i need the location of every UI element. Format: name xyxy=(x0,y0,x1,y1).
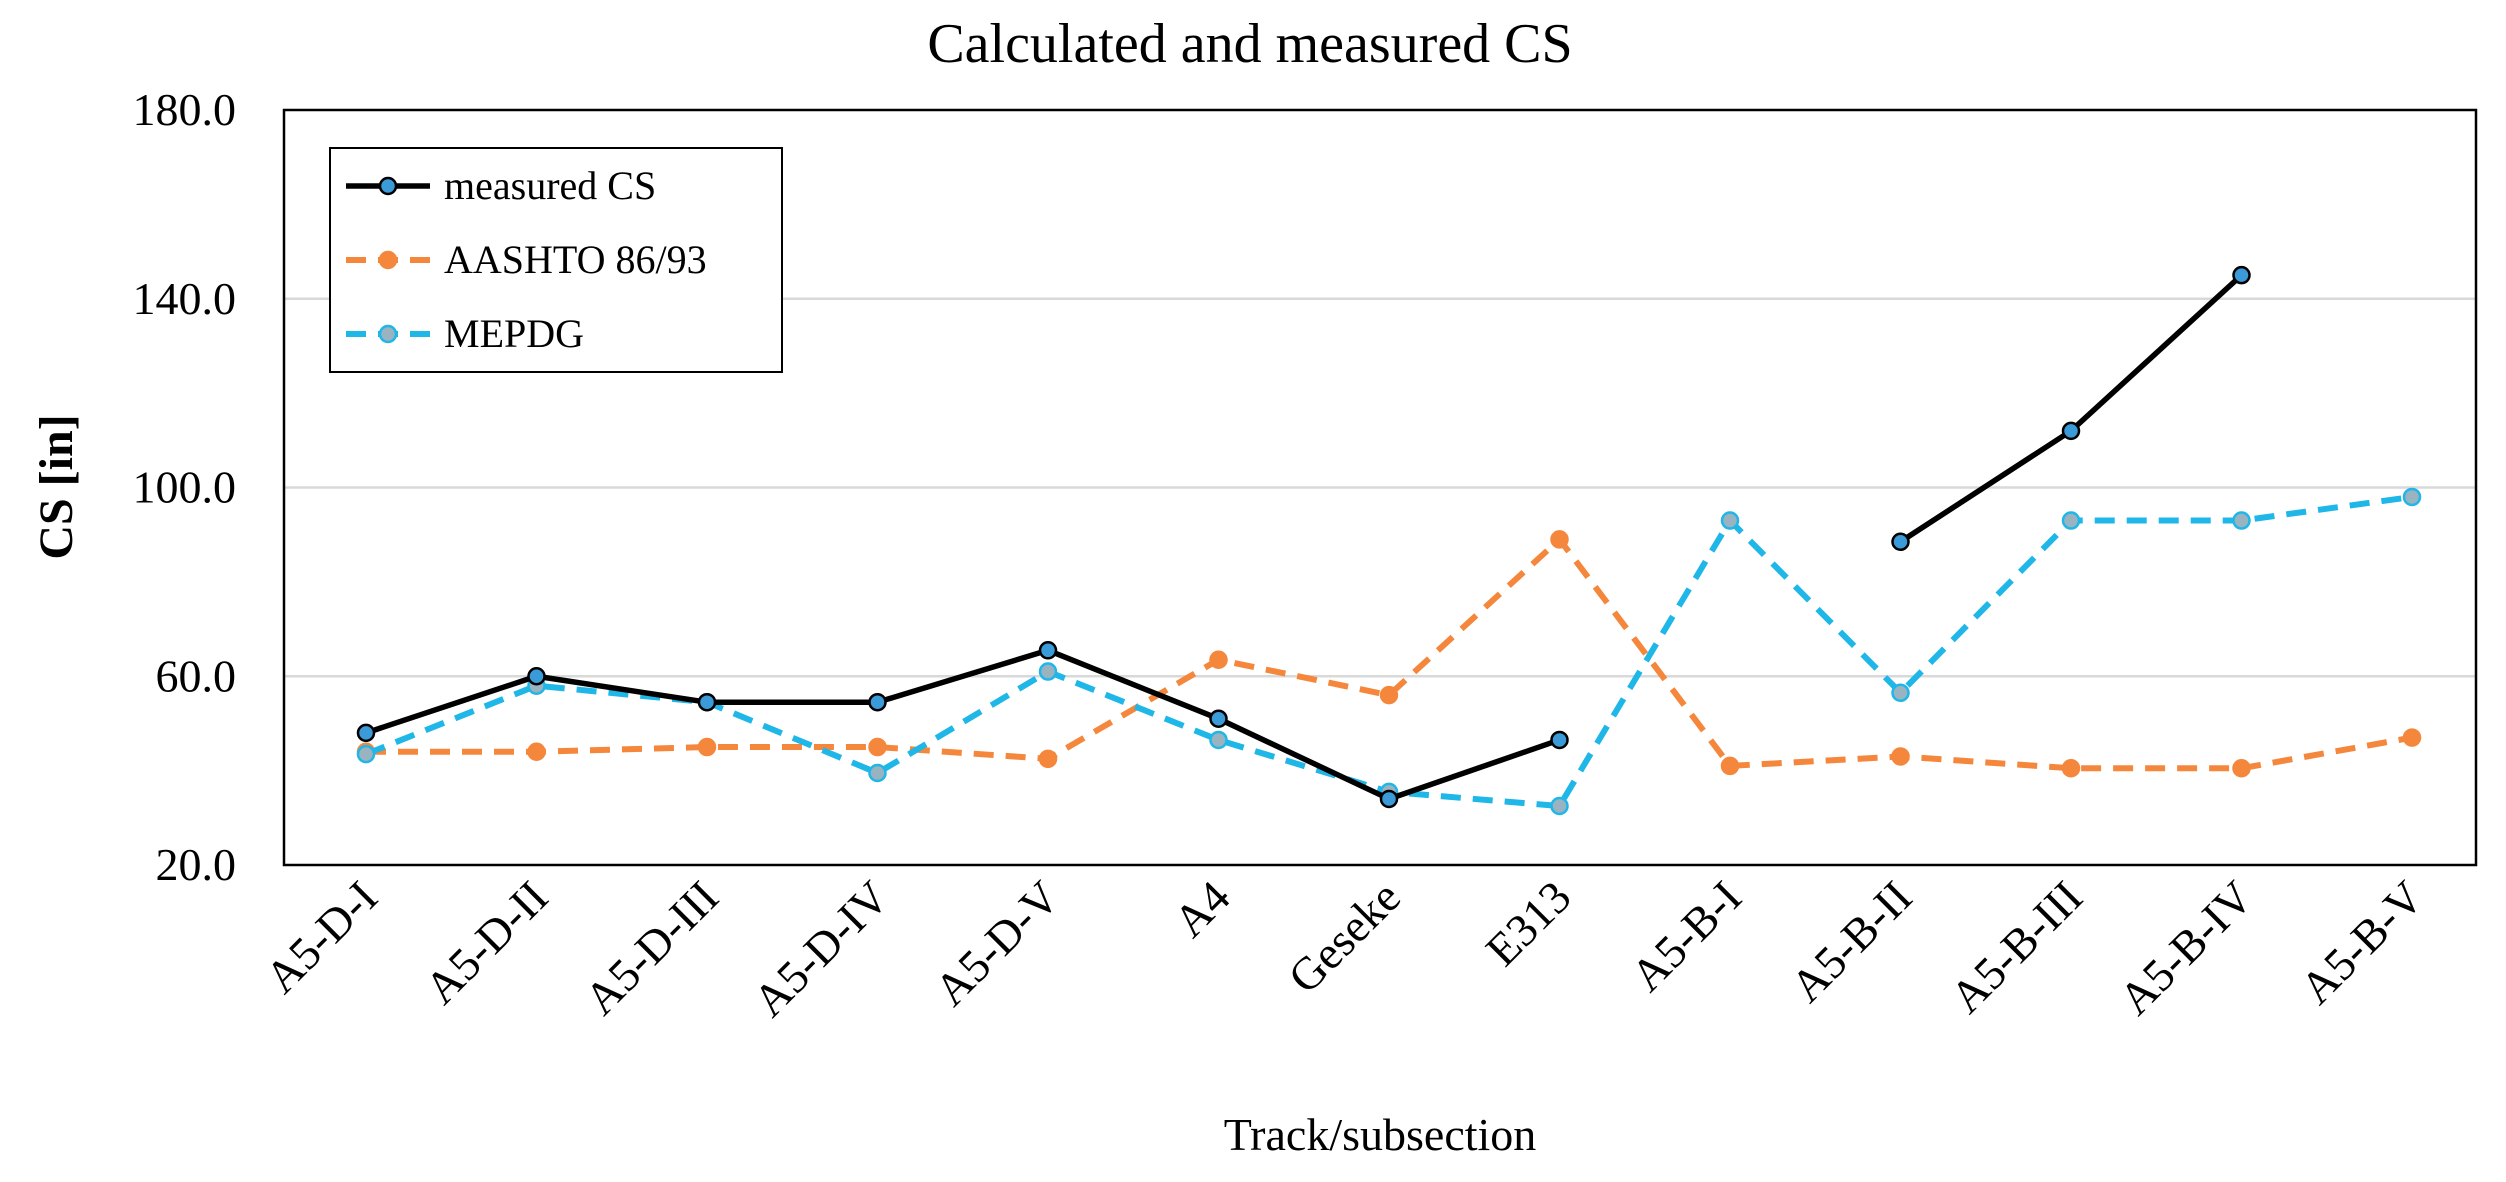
x-tick-label: A5-B-V xyxy=(2290,871,2433,1014)
data-point xyxy=(2061,421,2081,441)
data-point xyxy=(2232,511,2251,530)
series-line xyxy=(365,647,1561,802)
y-tick-label: 60.0 xyxy=(156,650,237,701)
data-point xyxy=(868,692,887,712)
data-point xyxy=(1038,749,1058,769)
x-tick-label: Geseke xyxy=(1278,871,1410,1003)
data-point xyxy=(356,744,376,764)
data-point xyxy=(868,763,887,783)
x-axis-title: Track/subsection xyxy=(1224,1109,1537,1160)
x-axis-ticks: A5-D-I A5-D-II A5-D-III A5-D-IV A5-D-V A4 Gese… xyxy=(255,871,2433,1026)
y-axis-ticks: 20.0 60.0 100.0 140.0 180.0 xyxy=(133,84,237,890)
legend-label: measured CS xyxy=(444,163,656,208)
x-tick-label: A5-B-III xyxy=(1940,871,2092,1023)
series-line xyxy=(1899,273,2244,545)
series-0 xyxy=(356,265,2251,809)
legend-item: measured CS xyxy=(346,163,656,208)
legend-item: MEPDG xyxy=(346,311,584,356)
data-point xyxy=(697,737,717,757)
data-point xyxy=(2061,759,2081,778)
data-point xyxy=(356,723,376,743)
data-point xyxy=(2232,265,2251,285)
plot-area xyxy=(282,108,2478,867)
y-axis-title: CS [in] xyxy=(30,414,83,559)
x-tick-label: A5-D-V xyxy=(925,871,1069,1015)
data-point xyxy=(1209,709,1228,728)
data-point xyxy=(527,667,546,686)
x-tick-label: A4 xyxy=(1164,871,1240,947)
x-tick-label: A5-D-III xyxy=(575,871,728,1024)
data-point xyxy=(1038,662,1058,681)
legend-marker xyxy=(378,324,398,344)
series-line xyxy=(366,536,2413,772)
legend-label: AASHTO 86/93 xyxy=(444,237,707,282)
data-point xyxy=(1891,683,1910,703)
legend-item: AASHTO 86/93 xyxy=(346,237,707,282)
y-tick-label: 140.0 xyxy=(133,273,237,324)
data-point xyxy=(2402,728,2422,747)
data-point xyxy=(2402,487,2422,507)
x-tick-label: A5-D-I xyxy=(255,871,387,1003)
data-point xyxy=(1379,685,1399,705)
data-point xyxy=(1891,747,1910,766)
data-point xyxy=(1379,789,1399,809)
data-point xyxy=(1550,530,1569,549)
data-point xyxy=(2232,759,2251,778)
data-point xyxy=(2061,511,2081,530)
legend: measured CS AASHTO 86/93 MEPDG xyxy=(329,147,783,373)
data-point xyxy=(1891,532,1910,552)
data-point xyxy=(697,692,717,712)
data-point xyxy=(868,737,887,757)
x-tick-label: A5-B-IV xyxy=(2109,871,2262,1024)
x-tick-label: E313 xyxy=(1476,871,1581,976)
data-point xyxy=(1550,796,1569,816)
x-tick-label: A5-D-IV xyxy=(743,871,898,1026)
series-2 xyxy=(356,487,2422,816)
y-tick-label: 100.0 xyxy=(133,462,237,513)
data-point xyxy=(1720,511,1740,530)
data-point xyxy=(527,742,546,761)
y-tick-label: 20.0 xyxy=(156,839,237,890)
data-point xyxy=(1038,641,1058,660)
series-1 xyxy=(356,530,2422,778)
legend-label: MEPDG xyxy=(444,311,584,356)
x-tick-label: A5-D-II xyxy=(415,871,558,1014)
x-tick-label: A5-B-II xyxy=(1781,871,1922,1012)
legend-marker xyxy=(378,250,398,270)
series-line xyxy=(364,493,2413,810)
data-point xyxy=(1209,650,1228,669)
data-point xyxy=(1720,756,1740,776)
data-point xyxy=(1209,730,1228,750)
legend-marker xyxy=(378,176,398,196)
series-layer xyxy=(356,265,2422,816)
data-point xyxy=(1550,730,1569,750)
y-tick-label: 180.0 xyxy=(133,84,237,135)
chart-title: Calculated and measured CS xyxy=(927,13,1572,75)
x-tick-label: A5-B-I xyxy=(1621,871,1751,1001)
